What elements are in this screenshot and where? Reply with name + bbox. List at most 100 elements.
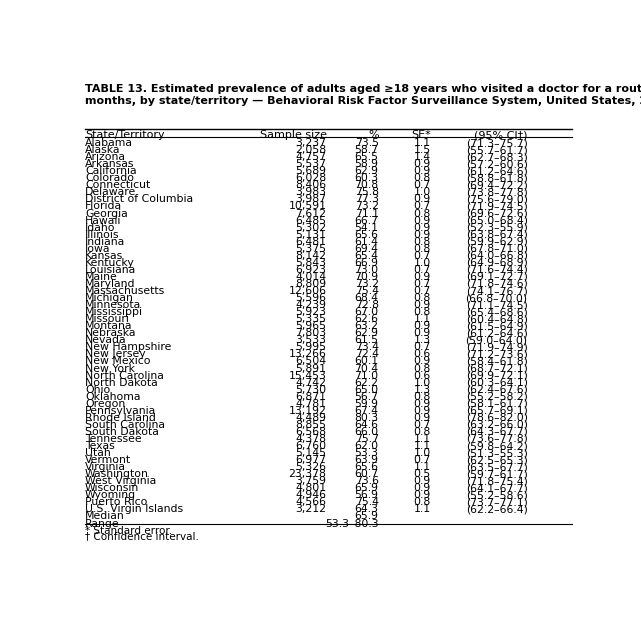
Text: 72.4: 72.4	[354, 349, 379, 359]
Text: %: %	[368, 130, 379, 140]
Text: 6,481: 6,481	[296, 237, 326, 247]
Text: 6,028: 6,028	[296, 173, 326, 184]
Text: (71.8–74.6): (71.8–74.6)	[466, 279, 528, 289]
Text: 8,406: 8,406	[296, 180, 326, 190]
Text: (59.0–64.0): (59.0–64.0)	[465, 335, 528, 345]
Text: New York: New York	[85, 363, 135, 373]
Text: 5,596: 5,596	[296, 293, 326, 303]
Text: 1.0: 1.0	[413, 448, 431, 458]
Text: (71.2–73.6): (71.2–73.6)	[466, 349, 528, 359]
Text: (52.3–55.9): (52.3–55.9)	[466, 223, 528, 232]
Text: 5,923: 5,923	[296, 307, 326, 317]
Text: New Jersey: New Jersey	[85, 349, 146, 359]
Text: 60.7: 60.7	[354, 469, 379, 479]
Text: 6,977: 6,977	[296, 455, 326, 465]
Text: 5,537: 5,537	[296, 159, 326, 169]
Text: 70.4: 70.4	[354, 363, 379, 373]
Text: 65.9: 65.9	[354, 511, 379, 521]
Text: Oklahoma: Oklahoma	[85, 392, 140, 402]
Text: 0.9: 0.9	[413, 328, 431, 338]
Text: 4,489: 4,489	[296, 413, 326, 423]
Text: Maryland: Maryland	[85, 279, 136, 289]
Text: 70.8: 70.8	[354, 180, 379, 190]
Text: Sample size: Sample size	[260, 130, 326, 140]
Text: 0.8: 0.8	[413, 244, 431, 254]
Text: 1.1: 1.1	[413, 504, 431, 514]
Text: 0.8: 0.8	[413, 307, 431, 317]
Text: 13,192: 13,192	[288, 406, 326, 416]
Text: 6,485: 6,485	[296, 216, 326, 225]
Text: 73.4: 73.4	[354, 342, 379, 352]
Text: 4,781: 4,781	[296, 399, 326, 409]
Text: (62.7–68.3): (62.7–68.3)	[466, 152, 528, 162]
Text: Puerto Rico: Puerto Rico	[85, 497, 147, 507]
Text: 0.8: 0.8	[413, 392, 431, 402]
Text: (69.4–72.2): (69.4–72.2)	[466, 180, 528, 190]
Text: 1.5: 1.5	[413, 145, 431, 155]
Text: 15,453: 15,453	[288, 371, 326, 380]
Text: (64.1–67.7): (64.1–67.7)	[466, 483, 528, 493]
Text: 0.9: 0.9	[413, 159, 431, 169]
Text: (62.2–66.4): (62.2–66.4)	[466, 504, 528, 514]
Text: 75.8: 75.8	[354, 187, 379, 197]
Text: 59.9: 59.9	[354, 399, 379, 409]
Text: (57.2–60.6): (57.2–60.6)	[466, 159, 528, 169]
Text: (64.0–66.8): (64.0–66.8)	[466, 251, 528, 261]
Text: 1.1: 1.1	[413, 314, 431, 324]
Text: 4,566: 4,566	[296, 497, 326, 507]
Text: Iowa: Iowa	[85, 244, 111, 254]
Text: Ohio: Ohio	[85, 385, 110, 395]
Text: 71.0: 71.0	[354, 371, 379, 380]
Text: (59.8–64.2): (59.8–64.2)	[466, 441, 528, 451]
Text: 72.8: 72.8	[354, 300, 379, 310]
Text: 0.8: 0.8	[413, 293, 431, 303]
Text: Virginia: Virginia	[85, 462, 126, 472]
Text: 0.9: 0.9	[413, 194, 431, 204]
Text: Wyoming: Wyoming	[85, 490, 137, 500]
Text: TABLE 13. Estimated prevalence of adults aged ≥18 years who visited a doctor for: TABLE 13. Estimated prevalence of adults…	[85, 84, 641, 106]
Text: Wisconsin: Wisconsin	[85, 483, 139, 493]
Text: 4,378: 4,378	[296, 434, 326, 444]
Text: Minnesota: Minnesota	[85, 300, 142, 310]
Text: 6,760: 6,760	[296, 441, 326, 451]
Text: (63.8–67.4): (63.8–67.4)	[466, 230, 528, 239]
Text: (61.2–64.6): (61.2–64.6)	[466, 328, 528, 338]
Text: Median: Median	[85, 511, 125, 521]
Text: 5,131: 5,131	[296, 230, 326, 239]
Text: North Dakota: North Dakota	[85, 378, 158, 387]
Text: 0.9: 0.9	[413, 321, 431, 331]
Text: (55.2–58.6): (55.2–58.6)	[466, 490, 528, 500]
Text: (65.4–68.6): (65.4–68.6)	[466, 307, 528, 317]
Text: 8,855: 8,855	[296, 420, 326, 430]
Text: Delaware: Delaware	[85, 187, 137, 197]
Text: 0.7: 0.7	[413, 286, 431, 296]
Text: 73.0: 73.0	[354, 265, 379, 275]
Text: (95% CI†): (95% CI†)	[474, 130, 528, 140]
Text: Vermont: Vermont	[85, 455, 131, 465]
Text: Michigan: Michigan	[85, 293, 134, 303]
Text: Massachusetts: Massachusetts	[85, 286, 165, 296]
Text: Nebraska: Nebraska	[85, 328, 137, 338]
Text: Florida: Florida	[85, 201, 122, 211]
Text: 3,987: 3,987	[296, 194, 326, 204]
Text: 56.9: 56.9	[354, 490, 379, 500]
Text: Maine: Maine	[85, 272, 118, 282]
Text: 7,803: 7,803	[296, 328, 326, 338]
Text: Pennsylvania: Pennsylvania	[85, 406, 156, 416]
Text: † Confidence interval.: † Confidence interval.	[85, 531, 199, 542]
Text: 0.9: 0.9	[413, 223, 431, 232]
Text: 4,239: 4,239	[296, 300, 326, 310]
Text: (61.2–64.6): (61.2–64.6)	[466, 166, 528, 177]
Text: 5,145: 5,145	[296, 448, 326, 458]
Text: Range: Range	[85, 519, 120, 528]
Text: 71.1: 71.1	[354, 208, 379, 218]
Text: Hawaii: Hawaii	[85, 216, 121, 225]
Text: (71.1–74.5): (71.1–74.5)	[466, 300, 528, 310]
Text: 0.7: 0.7	[413, 180, 431, 190]
Text: (64.9–68.9): (64.9–68.9)	[466, 258, 528, 268]
Text: 62.2: 62.2	[354, 378, 379, 387]
Text: (74.1–76.7): (74.1–76.7)	[466, 286, 528, 296]
Text: 75.4: 75.4	[354, 286, 379, 296]
Text: Kentucky: Kentucky	[85, 258, 135, 268]
Text: (63.2–66.0): (63.2–66.0)	[466, 420, 528, 430]
